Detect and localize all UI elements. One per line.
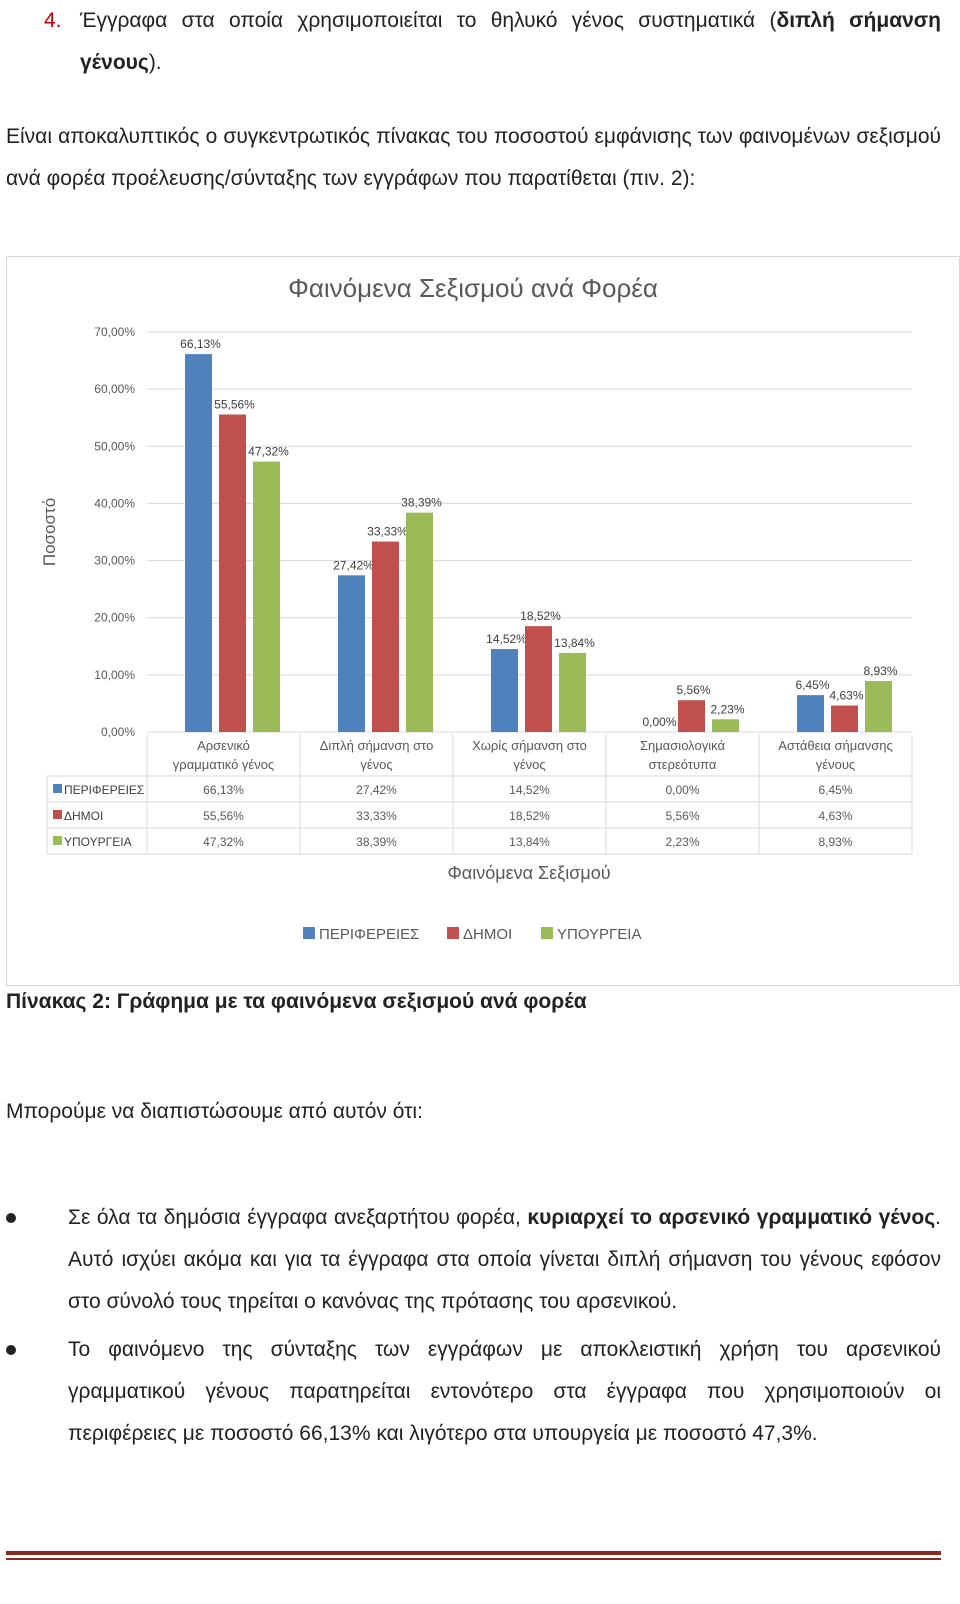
bar	[559, 652, 586, 732]
legend-label: ΠΕΡΙΦΕΡΕΙΕΣ	[319, 926, 419, 943]
data-label: 66,13%	[180, 337, 221, 351]
y-tick-label: 20,00%	[94, 611, 135, 625]
category-label: Διπλή σήμανση στο	[320, 738, 434, 753]
bullet-text: Σε όλα τα δημόσια έγγραφα ανεξαρτήτου φο…	[68, 1206, 528, 1229]
table-series-name: ΥΠΟΥΡΓΕΙΑ	[64, 835, 132, 849]
bar	[406, 512, 433, 732]
table-value: 0,00%	[665, 783, 699, 797]
bar	[525, 626, 552, 732]
item-text-end: ).	[148, 51, 162, 74]
y-axis-label: Ποσοστό	[40, 498, 59, 566]
bullet-item: Το φαινόμενο της σύνταξης των εγγράφων μ…	[6, 1329, 941, 1455]
table-value: 8,93%	[818, 835, 852, 849]
data-label: 13,84%	[554, 636, 595, 650]
bullet-dot	[6, 1213, 16, 1223]
bullet-text: . Αυτό ισχύει ακόμα και για τα έγγραφα σ…	[68, 1206, 941, 1313]
data-label: 6,45%	[795, 678, 829, 692]
category-label: Χωρίς σήμανση στο	[472, 738, 587, 753]
bar	[797, 695, 824, 732]
bar	[185, 354, 212, 732]
table-value: 14,52%	[509, 783, 550, 797]
data-label: 47,32%	[248, 445, 289, 459]
table-value: 33,33%	[356, 809, 397, 823]
chart-title: Φαινόμενα Σεξισμού ανά Φορέα	[288, 273, 658, 303]
table-value: 18,52%	[509, 809, 550, 823]
item-text: Έγγραφα στα οποία χρησιμοποιείται το θηλ…	[80, 9, 777, 32]
table-series-name: ΔΗΜΟΙ	[64, 809, 103, 823]
bar	[831, 705, 858, 732]
data-label: 8,93%	[863, 664, 897, 678]
bullet-text: Το φαινόμενο της σύνταξης των εγγράφων μ…	[68, 1338, 941, 1445]
data-label: 18,52%	[520, 609, 561, 623]
item-text-bold: διπλή σήμανση γένους	[80, 9, 941, 74]
data-label: 0,00%	[642, 715, 676, 729]
table-value: 27,42%	[356, 783, 397, 797]
bar	[678, 700, 705, 732]
category-label: Σημασιολογικά	[640, 738, 725, 753]
table-value: 47,32%	[203, 835, 244, 849]
bar-chart: Φαινόμενα Σεξισμού ανά Φορέα Ποσοστό 0,00%…	[40, 273, 913, 943]
chart-figure: Φαινόμενα Σεξισμού ανά Φορέα Ποσοστό 0,00%…	[6, 256, 960, 986]
x-axis-label: Φαινόμενα Σεξισμού	[447, 863, 610, 883]
y-tick-label: 50,00%	[94, 439, 135, 453]
bar	[712, 719, 739, 732]
figure-caption: Πίνακας 2: Γράφημα με τα φαινόμενα σεξισ…	[6, 990, 587, 1013]
legend-key	[541, 927, 553, 939]
bullet-text-bold: κυριαρχεί το αρσενικό γραμματικό γένος	[527, 1206, 936, 1229]
data-label: 2,23%	[710, 702, 744, 716]
footer-rule	[6, 1551, 941, 1555]
category-label: Αρσενικό	[197, 738, 250, 753]
table-value: 55,56%	[203, 809, 244, 823]
data-label: 27,42%	[333, 558, 374, 572]
category-label: γένους	[816, 757, 855, 772]
data-label: 5,56%	[676, 683, 710, 697]
y-tick-label: 40,00%	[94, 496, 135, 510]
table-value: 6,45%	[818, 783, 852, 797]
legend-label: ΔΗΜΟΙ	[463, 926, 512, 943]
legend-label: ΥΠΟΥΡΓΕΙΑ	[557, 926, 641, 943]
bar	[338, 575, 365, 732]
category-label: γραμματικό γένος	[173, 757, 274, 772]
footer-rule-thin	[6, 1558, 941, 1560]
table-series-name: ΠΕΡΙΦΕΡΕΙΕΣ	[64, 783, 144, 797]
table-value: 2,23%	[665, 835, 699, 849]
table-value: 13,84%	[509, 835, 550, 849]
category-label: στερεότυπα	[649, 757, 717, 772]
category-label: γένος	[360, 757, 392, 772]
table-value: 66,13%	[203, 783, 244, 797]
y-tick-label: 30,00%	[94, 554, 135, 568]
bullet-dot	[6, 1345, 16, 1355]
bar	[372, 541, 399, 732]
data-label: 33,33%	[367, 525, 408, 539]
data-label: 38,39%	[401, 496, 442, 510]
bullet-item: Σε όλα τα δημόσια έγγραφα ανεξαρτήτου φο…	[6, 1197, 941, 1323]
data-label: 55,56%	[214, 398, 255, 412]
item-number: 4.	[44, 9, 62, 32]
data-label: 4,63%	[829, 689, 863, 703]
category-label: γένος	[513, 757, 545, 772]
lead-sentence: Μπορούμε να διαπιστώσουμε από αυτόν ότι:	[6, 1100, 423, 1123]
table-value: 4,63%	[818, 809, 852, 823]
table-value: 38,39%	[356, 835, 397, 849]
table-legend-key	[53, 836, 62, 845]
y-tick-label: 70,00%	[94, 325, 135, 339]
bar	[253, 461, 280, 732]
bar	[865, 680, 892, 732]
list-item-4: 4. Έγγραφα στα οποία χρησιμοποιείται το …	[44, 0, 941, 84]
table-legend-key	[53, 784, 62, 793]
legend-key	[303, 927, 315, 939]
y-tick-label: 10,00%	[94, 668, 135, 682]
y-tick-label: 0,00%	[101, 725, 135, 739]
table-legend-key	[53, 810, 62, 819]
bar	[219, 414, 246, 732]
legend-key	[447, 927, 459, 939]
category-label: Αστάθεια σήμανσης	[778, 738, 892, 753]
intro-paragraph: Είναι αποκαλυπτικός ο συγκεντρωτικός πίν…	[6, 125, 941, 190]
bar	[491, 649, 518, 732]
data-label: 14,52%	[486, 632, 527, 646]
table-value: 5,56%	[665, 809, 699, 823]
y-tick-label: 60,00%	[94, 382, 135, 396]
bullet-list: Σε όλα τα δημόσια έγγραφα ανεξαρτήτου φο…	[6, 1197, 941, 1455]
